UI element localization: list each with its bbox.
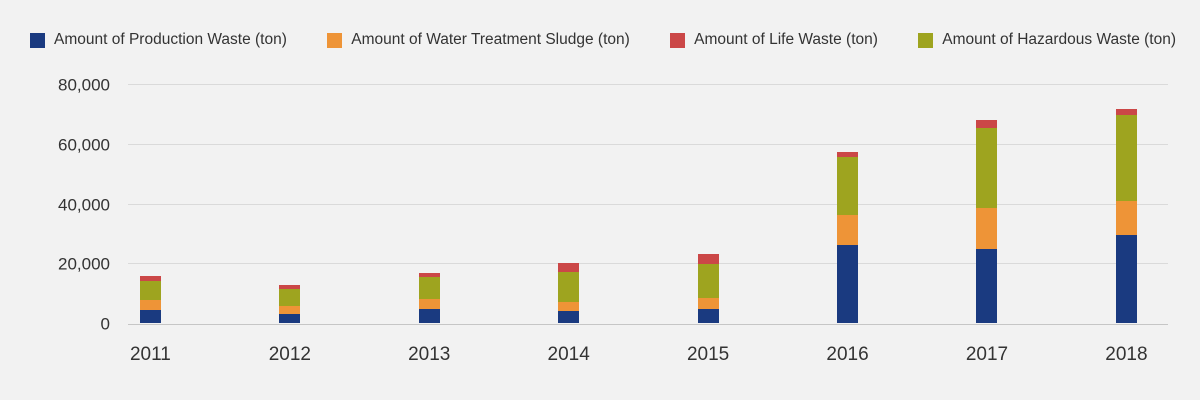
bar-segment-production-waste-2018[interactable] — [1115, 234, 1137, 323]
legend-label-life-waste: Amount of Life Waste (ton) — [694, 31, 878, 48]
bar-segment-water-treatment-sludge-2013[interactable] — [418, 298, 440, 309]
bar-segment-water-treatment-sludge-2017[interactable] — [976, 207, 998, 250]
bar-2018[interactable] — [1115, 108, 1137, 323]
legend-label-production-waste: Amount of Production Waste (ton) — [54, 31, 287, 48]
x-tick-label-2011: 2011 — [129, 344, 171, 365]
legend-label-hazardous-waste: Amount of Hazardous Waste (ton) — [942, 31, 1176, 48]
bar-segment-production-waste-2017[interactable] — [976, 249, 998, 323]
bar-2015[interactable] — [697, 254, 719, 323]
bar-segment-hazardous-waste-2012[interactable] — [279, 288, 301, 306]
x-tick-label-2017: 2017 — [965, 344, 1009, 365]
bar-2012[interactable] — [279, 284, 301, 323]
bar-segment-hazardous-waste-2015[interactable] — [697, 263, 719, 298]
gridline-40000 — [128, 203, 1168, 205]
bar-segment-water-treatment-sludge-2015[interactable] — [697, 297, 719, 309]
y-tick-label-80000: 80,000 — [58, 75, 110, 95]
legend-swatch-water-treatment-sludge — [327, 32, 343, 48]
plot-area — [128, 84, 1168, 325]
legend-swatch-life-waste — [670, 32, 686, 48]
bar-segment-life-waste-2011[interactable] — [139, 276, 161, 281]
bar-segment-water-treatment-sludge-2018[interactable] — [1115, 200, 1137, 235]
x-tick-label-2016: 2016 — [826, 344, 869, 365]
bar-segment-water-treatment-sludge-2012[interactable] — [279, 305, 301, 315]
x-tick-label-2015: 2015 — [686, 344, 730, 365]
gridline-80000 — [128, 84, 1168, 85]
y-tick-label-20000: 20,000 — [58, 254, 110, 274]
bar-segment-life-waste-2015[interactable] — [697, 254, 719, 264]
bar-2017[interactable] — [976, 119, 998, 323]
chart-legend: Amount of Production Waste (ton) Amount o… — [30, 30, 1176, 50]
legend-item-production-waste[interactable]: Amount of Production Waste (ton) — [30, 31, 287, 49]
bar-segment-production-waste-2015[interactable] — [697, 308, 719, 323]
bar-segment-hazardous-waste-2013[interactable] — [418, 277, 440, 299]
gridline-20000 — [128, 263, 1168, 265]
bar-segment-life-waste-2014[interactable] — [558, 262, 580, 272]
bar-2016[interactable] — [837, 151, 859, 323]
bar-segment-hazardous-waste-2016[interactable] — [837, 157, 859, 215]
bar-segment-water-treatment-sludge-2016[interactable] — [837, 214, 859, 246]
x-axis-line — [128, 324, 1168, 325]
bar-segment-hazardous-waste-2014[interactable] — [558, 271, 580, 303]
bar-segment-life-waste-2012[interactable] — [279, 284, 301, 289]
bar-2013[interactable] — [418, 272, 440, 323]
bar-segment-life-waste-2018[interactable] — [1115, 108, 1137, 115]
bar-segment-production-waste-2014[interactable] — [558, 311, 580, 323]
bar-segment-production-waste-2013[interactable] — [418, 308, 440, 323]
legend-label-water-treatment-sludge: Amount of Water Treatment Sludge (ton) — [351, 31, 630, 48]
legend-item-life-waste[interactable]: Amount of Life Waste (ton) — [670, 31, 878, 49]
legend-item-hazardous-waste[interactable]: Amount of Hazardous Waste (ton) — [918, 31, 1176, 49]
x-tick-label-2014: 2014 — [547, 344, 590, 365]
bar-segment-production-waste-2011[interactable] — [139, 309, 161, 323]
gridline-60000 — [128, 143, 1168, 145]
x-tick-label-2013: 2013 — [408, 344, 451, 365]
bar-segment-hazardous-waste-2017[interactable] — [976, 127, 998, 208]
bar-segment-life-waste-2016[interactable] — [837, 151, 859, 158]
legend-swatch-production-waste — [30, 32, 45, 48]
x-tick-label-2018: 2018 — [1105, 344, 1148, 365]
bar-segment-hazardous-waste-2018[interactable] — [1115, 114, 1137, 201]
bar-2011[interactable] — [139, 276, 161, 323]
bar-segment-life-waste-2013[interactable] — [418, 272, 440, 278]
bar-2014[interactable] — [558, 262, 580, 323]
legend-item-water-treatment-sludge[interactable]: Amount of Water Treatment Sludge (ton) — [327, 31, 630, 49]
y-tick-label-40000: 40,000 — [58, 195, 110, 214]
bar-segment-production-waste-2016[interactable] — [837, 245, 859, 323]
y-tick-label-60000: 60,000 — [58, 135, 110, 155]
x-tick-label-2012: 2012 — [268, 344, 311, 365]
bar-segment-water-treatment-sludge-2014[interactable] — [558, 302, 580, 312]
legend-swatch-hazardous-waste — [918, 32, 934, 48]
bar-segment-life-waste-2017[interactable] — [976, 119, 998, 128]
bar-segment-hazardous-waste-2011[interactable] — [139, 280, 161, 300]
bar-segment-production-waste-2012[interactable] — [279, 314, 301, 323]
y-tick-label-0: 0 — [100, 314, 110, 334]
bar-segment-water-treatment-sludge-2011[interactable] — [139, 299, 161, 310]
